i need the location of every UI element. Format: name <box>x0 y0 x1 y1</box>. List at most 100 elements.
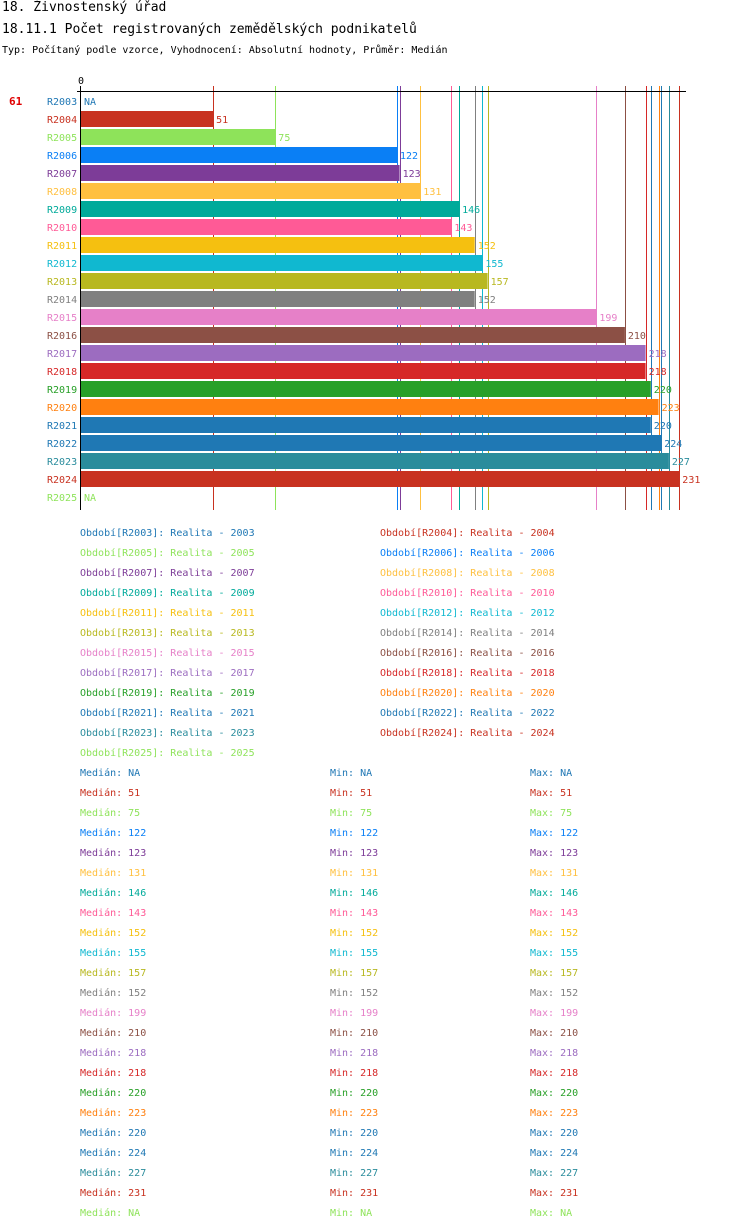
stat-min: Min: 220 <box>330 1128 379 1139</box>
bar <box>81 417 651 433</box>
stat-max: Max: 218 <box>530 1048 579 1059</box>
bar <box>81 147 397 163</box>
stat-median: Medián: 123 <box>80 848 147 859</box>
value-label: 231 <box>682 475 700 486</box>
side-marker: 61 <box>9 95 23 108</box>
stat-min: Min: 75 <box>330 808 373 819</box>
category-label: R2004 <box>47 115 77 126</box>
stat-min: Min: NA <box>330 768 373 779</box>
stat-min: Min: 223 <box>330 1108 379 1119</box>
chart-title: 18.11.1 Počet registrovaných zemědělskýc… <box>2 22 417 37</box>
bar-chart: 0 61 R2003 NA R2004 51 R2005 75 R2006 122 R2007 123… <box>9 76 700 510</box>
stat-max: Max: 199 <box>530 1008 579 1019</box>
stat-median: Medián: 223 <box>80 1108 147 1119</box>
legend-entry: Období[R2019]: Realita - 2019 <box>80 688 255 699</box>
legend-entry: Období[R2005]: Realita - 2005 <box>80 548 255 559</box>
stat-max: Max: 122 <box>530 828 579 839</box>
value-label: 220 <box>654 421 672 432</box>
bar <box>81 255 483 271</box>
stat-max: Max: 231 <box>530 1188 579 1199</box>
stat-median: Medián: 131 <box>80 868 147 879</box>
stat-min: Min: 227 <box>330 1168 379 1179</box>
category-label: R2016 <box>47 331 77 342</box>
stat-min: Min: NA <box>330 1208 373 1219</box>
value-label: 152 <box>478 241 496 252</box>
category-label: R2021 <box>47 421 77 432</box>
legend-entry: Období[R2013]: Realita - 2013 <box>80 628 255 639</box>
stat-min: Min: 231 <box>330 1188 379 1199</box>
value-label: 227 <box>672 457 690 468</box>
stat-median: Medián: 155 <box>80 948 147 959</box>
value-label: 152 <box>478 295 496 306</box>
stat-median: Medián: 199 <box>80 1008 147 1019</box>
value-label: 224 <box>664 439 682 450</box>
stat-median: Medián: 143 <box>80 908 147 919</box>
value-label: 220 <box>654 385 672 396</box>
bar <box>81 453 669 469</box>
legend-entry: Období[R2011]: Realita - 2011 <box>80 608 255 619</box>
stat-max: Max: 146 <box>530 888 579 899</box>
stat-max: Max: 157 <box>530 968 579 979</box>
stat-max: Max: 220 <box>530 1088 579 1099</box>
stat-median: Medián: 210 <box>80 1028 147 1039</box>
bar <box>81 309 597 325</box>
stat-min: Min: 123 <box>330 848 379 859</box>
value-label: 146 <box>462 205 480 216</box>
stat-median: Medián: 51 <box>80 788 141 799</box>
legend-entry: Období[R2023]: Realita - 2023 <box>80 728 255 739</box>
stat-max: Max: 220 <box>530 1128 579 1139</box>
stat-median: Medián: 227 <box>80 1168 147 1179</box>
category-label: R2005 <box>47 133 77 144</box>
stat-median: Medián: 218 <box>80 1048 147 1059</box>
stat-median: Medián: 218 <box>80 1068 147 1079</box>
stat-max: Max: 210 <box>530 1028 579 1039</box>
page-title: 18. Živnostenský úřad <box>2 0 167 15</box>
value-label: 51 <box>216 115 228 126</box>
value-label: 223 <box>662 403 680 414</box>
category-label: R2006 <box>47 151 77 162</box>
stat-min: Min: 157 <box>330 968 379 979</box>
value-label: 199 <box>599 313 617 324</box>
stat-min: Min: 210 <box>330 1028 379 1039</box>
value-label: 157 <box>491 277 509 288</box>
stat-max: Max: 155 <box>530 948 579 959</box>
stat-median: Medián: 75 <box>80 808 141 819</box>
category-label: R2003 <box>47 97 77 108</box>
legend-entry: Období[R2021]: Realita - 2021 <box>80 708 255 719</box>
legend-entry: Období[R2009]: Realita - 2009 <box>80 588 255 599</box>
value-label: 122 <box>400 151 418 162</box>
bar <box>81 471 680 487</box>
stat-median: Medián: 152 <box>80 988 147 999</box>
bar <box>81 291 475 307</box>
category-label: R2017 <box>47 349 77 360</box>
value-label: 218 <box>649 349 667 360</box>
chart-meta: Typ: Počítaný podle vzorce, Vyhodnocení:… <box>2 45 448 56</box>
stat-max: Max: NA <box>530 1208 573 1219</box>
legend-entry: Období[R2012]: Realita - 2012 <box>380 608 555 619</box>
stat-min: Min: 51 <box>330 788 373 799</box>
stat-min: Min: 152 <box>330 988 379 999</box>
stat-max: Max: 143 <box>530 908 579 919</box>
axis-zero-label: 0 <box>78 76 84 87</box>
stat-median: Medián: 231 <box>80 1188 147 1199</box>
legend-entry: Období[R2024]: Realita - 2024 <box>380 728 555 739</box>
value-label: NA <box>84 493 96 504</box>
bar <box>81 399 659 415</box>
stat-max: Max: 218 <box>530 1068 579 1079</box>
legend-entry: Období[R2007]: Realita - 2007 <box>80 568 255 579</box>
stat-min: Min: 146 <box>330 888 379 899</box>
stat-max: Max: 51 <box>530 788 573 799</box>
value-label: 210 <box>628 331 646 342</box>
bar <box>81 111 214 127</box>
bar <box>81 237 475 253</box>
legend-entry: Období[R2020]: Realita - 2020 <box>380 688 555 699</box>
bar <box>81 381 651 397</box>
category-label: R2012 <box>47 259 77 270</box>
bar <box>81 435 662 451</box>
category-label: R2007 <box>47 169 77 180</box>
category-label: R2014 <box>47 295 77 306</box>
category-label: R2019 <box>47 385 77 396</box>
legend-entry: Období[R2025]: Realita - 2025 <box>80 748 255 759</box>
legend-entry: Období[R2014]: Realita - 2014 <box>380 628 555 639</box>
category-label: R2018 <box>47 367 77 378</box>
